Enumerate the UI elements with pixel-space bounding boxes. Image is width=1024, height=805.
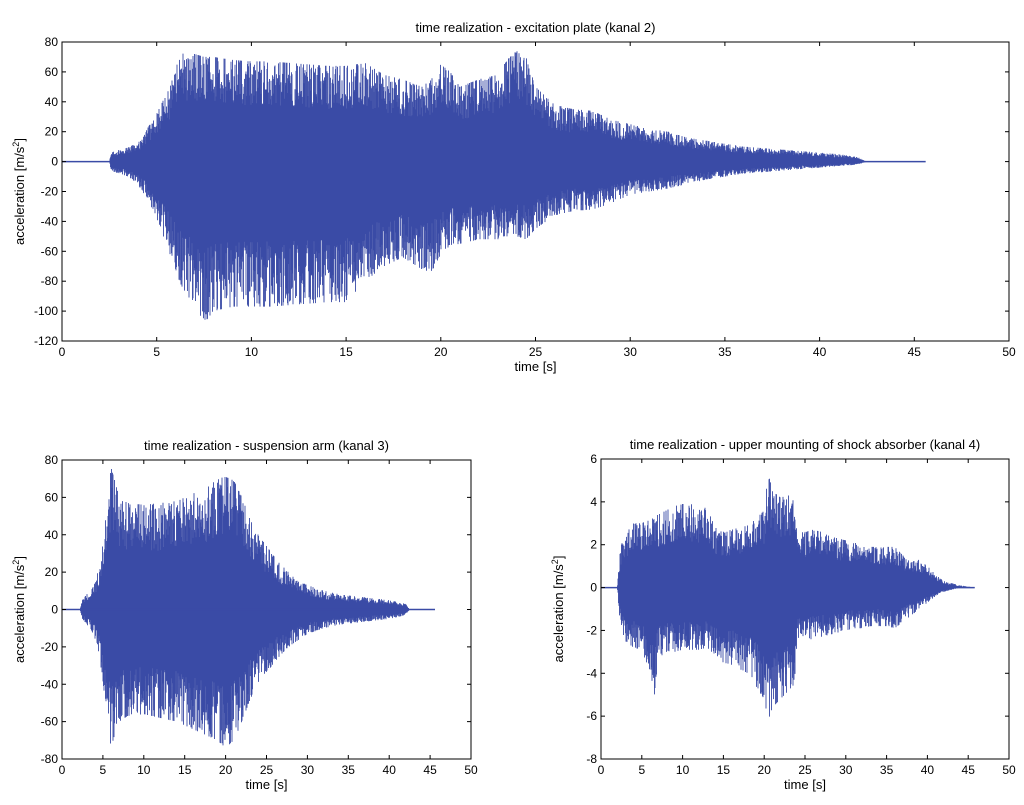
x-tick-label: 10	[676, 763, 690, 777]
y-axis-label-exponent: 2	[11, 560, 21, 565]
x-tick-label: 0	[59, 345, 66, 359]
signal-trace-group	[62, 469, 436, 746]
x-tick-label: 40	[921, 763, 935, 777]
y-tick-label: 60	[45, 65, 59, 79]
x-tick-label: 35	[718, 345, 732, 359]
tick-group: 0 5 10 15 20 25 30 35 40 45 50 -120 -100 -80 -60 -40 -20…	[34, 35, 1016, 359]
y-tick-label: -20	[41, 640, 59, 654]
x-tick-label: 25	[529, 345, 543, 359]
y-tick-label: 80	[45, 453, 59, 467]
tick-group: 0 5 10 15 20 25 30 35 40 45 50 -8 -6 -4 -2 0 2 4 6	[586, 452, 1016, 777]
y-tick-label: 0	[51, 603, 58, 617]
y-tick-label: -6	[586, 709, 597, 723]
y-axis-label: acceleration [m/s2]	[11, 138, 27, 245]
x-tick-label: 0	[59, 763, 66, 777]
y-tick-label: -20	[41, 185, 59, 199]
x-tick-label: 50	[1002, 345, 1016, 359]
x-tick-label: 35	[342, 763, 356, 777]
y-axis-label-end: ]	[12, 556, 27, 560]
x-tick-label: 25	[260, 763, 274, 777]
x-tick-label: 40	[813, 345, 827, 359]
y-tick-label: 40	[45, 528, 59, 542]
x-tick-label: 45	[423, 763, 437, 777]
signal-trace-group	[601, 478, 975, 717]
y-tick-label: 6	[590, 452, 597, 466]
y-tick-label: 2	[590, 538, 597, 552]
x-tick-label: 50	[1002, 763, 1016, 777]
plot-suspension-arm: 0 5 10 15 20 25 30 35 40 45 50 -80 -60 -40 -20 0 20 40 60 8…	[11, 438, 478, 792]
x-axis-label: time [s]	[246, 777, 288, 792]
y-tick-label: -80	[41, 752, 59, 766]
y-axis-label: acceleration [m/s2]	[550, 556, 566, 663]
y-tick-label: 0	[51, 155, 58, 169]
x-tick-label: 5	[153, 345, 160, 359]
x-tick-label: 45	[962, 763, 976, 777]
x-tick-label: 25	[798, 763, 812, 777]
x-tick-label: 40	[383, 763, 397, 777]
x-tick-label: 30	[301, 763, 315, 777]
plot-shock-absorber-mount: 0 5 10 15 20 25 30 35 40 45 50 -8 -6 -4 -2 0 2 4 6 time re…	[550, 437, 1016, 792]
y-tick-label: -100	[34, 304, 58, 318]
plot-title: time realization - excitation plate (kan…	[416, 20, 656, 35]
x-tick-label: 15	[339, 345, 353, 359]
y-axis-label-text: acceleration [m/s	[12, 146, 27, 245]
y-axis-label-text: acceleration [m/s	[551, 564, 566, 663]
x-axis-label: time [s]	[515, 359, 557, 374]
plot-title: time realization - upper mounting of sho…	[630, 437, 980, 452]
x-tick-label: 50	[464, 763, 478, 777]
y-tick-label: -2	[586, 623, 597, 637]
y-axis-label-end: ]	[551, 556, 566, 560]
y-tick-label: 40	[45, 95, 59, 109]
x-tick-label: 30	[624, 345, 638, 359]
x-tick-label: 20	[219, 763, 233, 777]
x-tick-label: 35	[880, 763, 894, 777]
y-tick-label: 80	[45, 35, 59, 49]
y-axis-label-text: acceleration [m/s	[12, 564, 27, 663]
y-axis-label-exponent: 2	[11, 142, 21, 147]
x-tick-label: 20	[758, 763, 772, 777]
y-tick-label: -8	[586, 752, 597, 766]
y-tick-label: -60	[41, 715, 59, 729]
x-tick-label: 45	[908, 345, 922, 359]
x-tick-label: 5	[100, 763, 107, 777]
y-tick-label: -120	[34, 334, 58, 348]
x-tick-label: 20	[434, 345, 448, 359]
y-tick-label: -40	[41, 214, 59, 228]
y-tick-label: 60	[45, 490, 59, 504]
x-tick-label: 10	[245, 345, 259, 359]
y-axis-label-exponent: 2	[550, 559, 560, 564]
x-tick-label: 15	[717, 763, 731, 777]
tick-group: 0 5 10 15 20 25 30 35 40 45 50 -80 -60 -40 -20 0 20 40 60 8…	[41, 453, 478, 777]
x-axis-label: time [s]	[784, 777, 826, 792]
y-tick-label: -80	[41, 274, 59, 288]
y-tick-label: 20	[45, 125, 59, 139]
y-axis-label-end: ]	[12, 138, 27, 142]
x-tick-label: 5	[638, 763, 645, 777]
y-axis-label: acceleration [m/s2]	[11, 556, 27, 663]
signal-trace-group	[62, 51, 926, 320]
x-tick-label: 10	[137, 763, 151, 777]
y-tick-label: 4	[590, 495, 597, 509]
y-tick-label: 0	[590, 581, 597, 595]
x-tick-label: 15	[178, 763, 192, 777]
y-tick-label: 20	[45, 565, 59, 579]
y-tick-label: -4	[586, 666, 597, 680]
x-tick-label: 30	[839, 763, 853, 777]
y-tick-label: -40	[41, 677, 59, 691]
plot-title: time realization - suspension arm (kanal…	[144, 438, 389, 453]
plot-excitation-plate: 0 5 10 15 20 25 30 35 40 45 50-120-100-80-60-40-20…	[11, 20, 1016, 374]
y-tick-label: -60	[41, 244, 59, 258]
x-tick-label: 0	[598, 763, 605, 777]
